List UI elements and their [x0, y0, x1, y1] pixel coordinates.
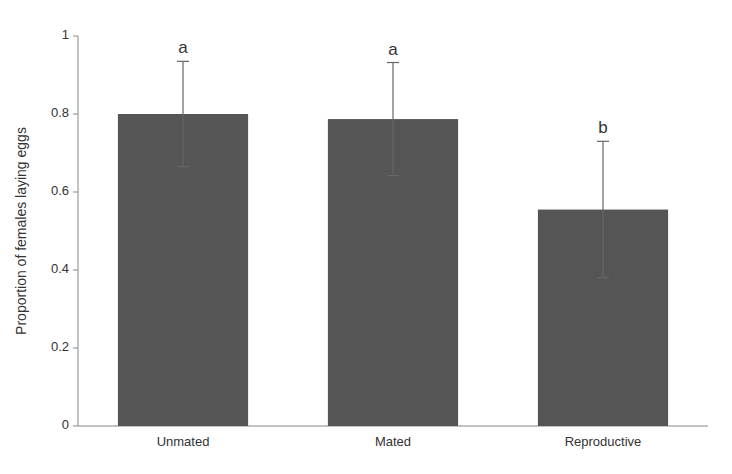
significance-label: a: [178, 38, 188, 57]
error-bar: [387, 63, 399, 176]
y-tick: [73, 426, 78, 427]
error-cap: [597, 141, 609, 142]
chart-svg: 0 0.2 0.4 0.6 0.8 1 Proportion of females layi…: [0, 0, 732, 474]
x-tick-label: Reproductive: [565, 434, 642, 449]
y-tick: [73, 192, 78, 193]
error-cap: [597, 277, 609, 278]
error-line: [392, 63, 393, 176]
x-tick-label: Unmated: [157, 434, 210, 449]
error-line: [182, 61, 183, 166]
significance-label: b: [598, 118, 607, 137]
x-axis: Unmated Mated Reproductive: [78, 426, 708, 449]
error-cap: [177, 61, 189, 62]
y-tick-label: 1: [62, 27, 69, 42]
significance-label: a: [388, 40, 398, 59]
y-tick-label: 0.2: [51, 339, 69, 354]
error-bar: [177, 61, 189, 166]
x-tick-label: Mated: [375, 434, 411, 449]
error-cap: [387, 175, 399, 176]
y-tick: [73, 348, 78, 349]
y-tick: [73, 36, 78, 37]
y-axis-line: [78, 36, 79, 426]
chart-container: 0 0.2 0.4 0.6 0.8 1 Proportion of females layi…: [0, 0, 732, 474]
plot-marks: [118, 61, 668, 426]
y-tick: [73, 270, 78, 271]
error-cap: [177, 166, 189, 167]
y-tick-label: 0.4: [51, 261, 69, 276]
y-tick: [73, 114, 78, 115]
y-axis: 0 0.2 0.4 0.6 0.8 1: [51, 27, 78, 432]
y-tick-label: 0: [62, 417, 69, 432]
error-line: [602, 141, 603, 277]
error-bar: [597, 141, 609, 277]
y-axis-label: Proportion of females laying eggs: [13, 127, 29, 335]
y-tick-label: 0.8: [51, 105, 69, 120]
error-cap: [387, 62, 399, 63]
y-tick-label: 0.6: [51, 183, 69, 198]
